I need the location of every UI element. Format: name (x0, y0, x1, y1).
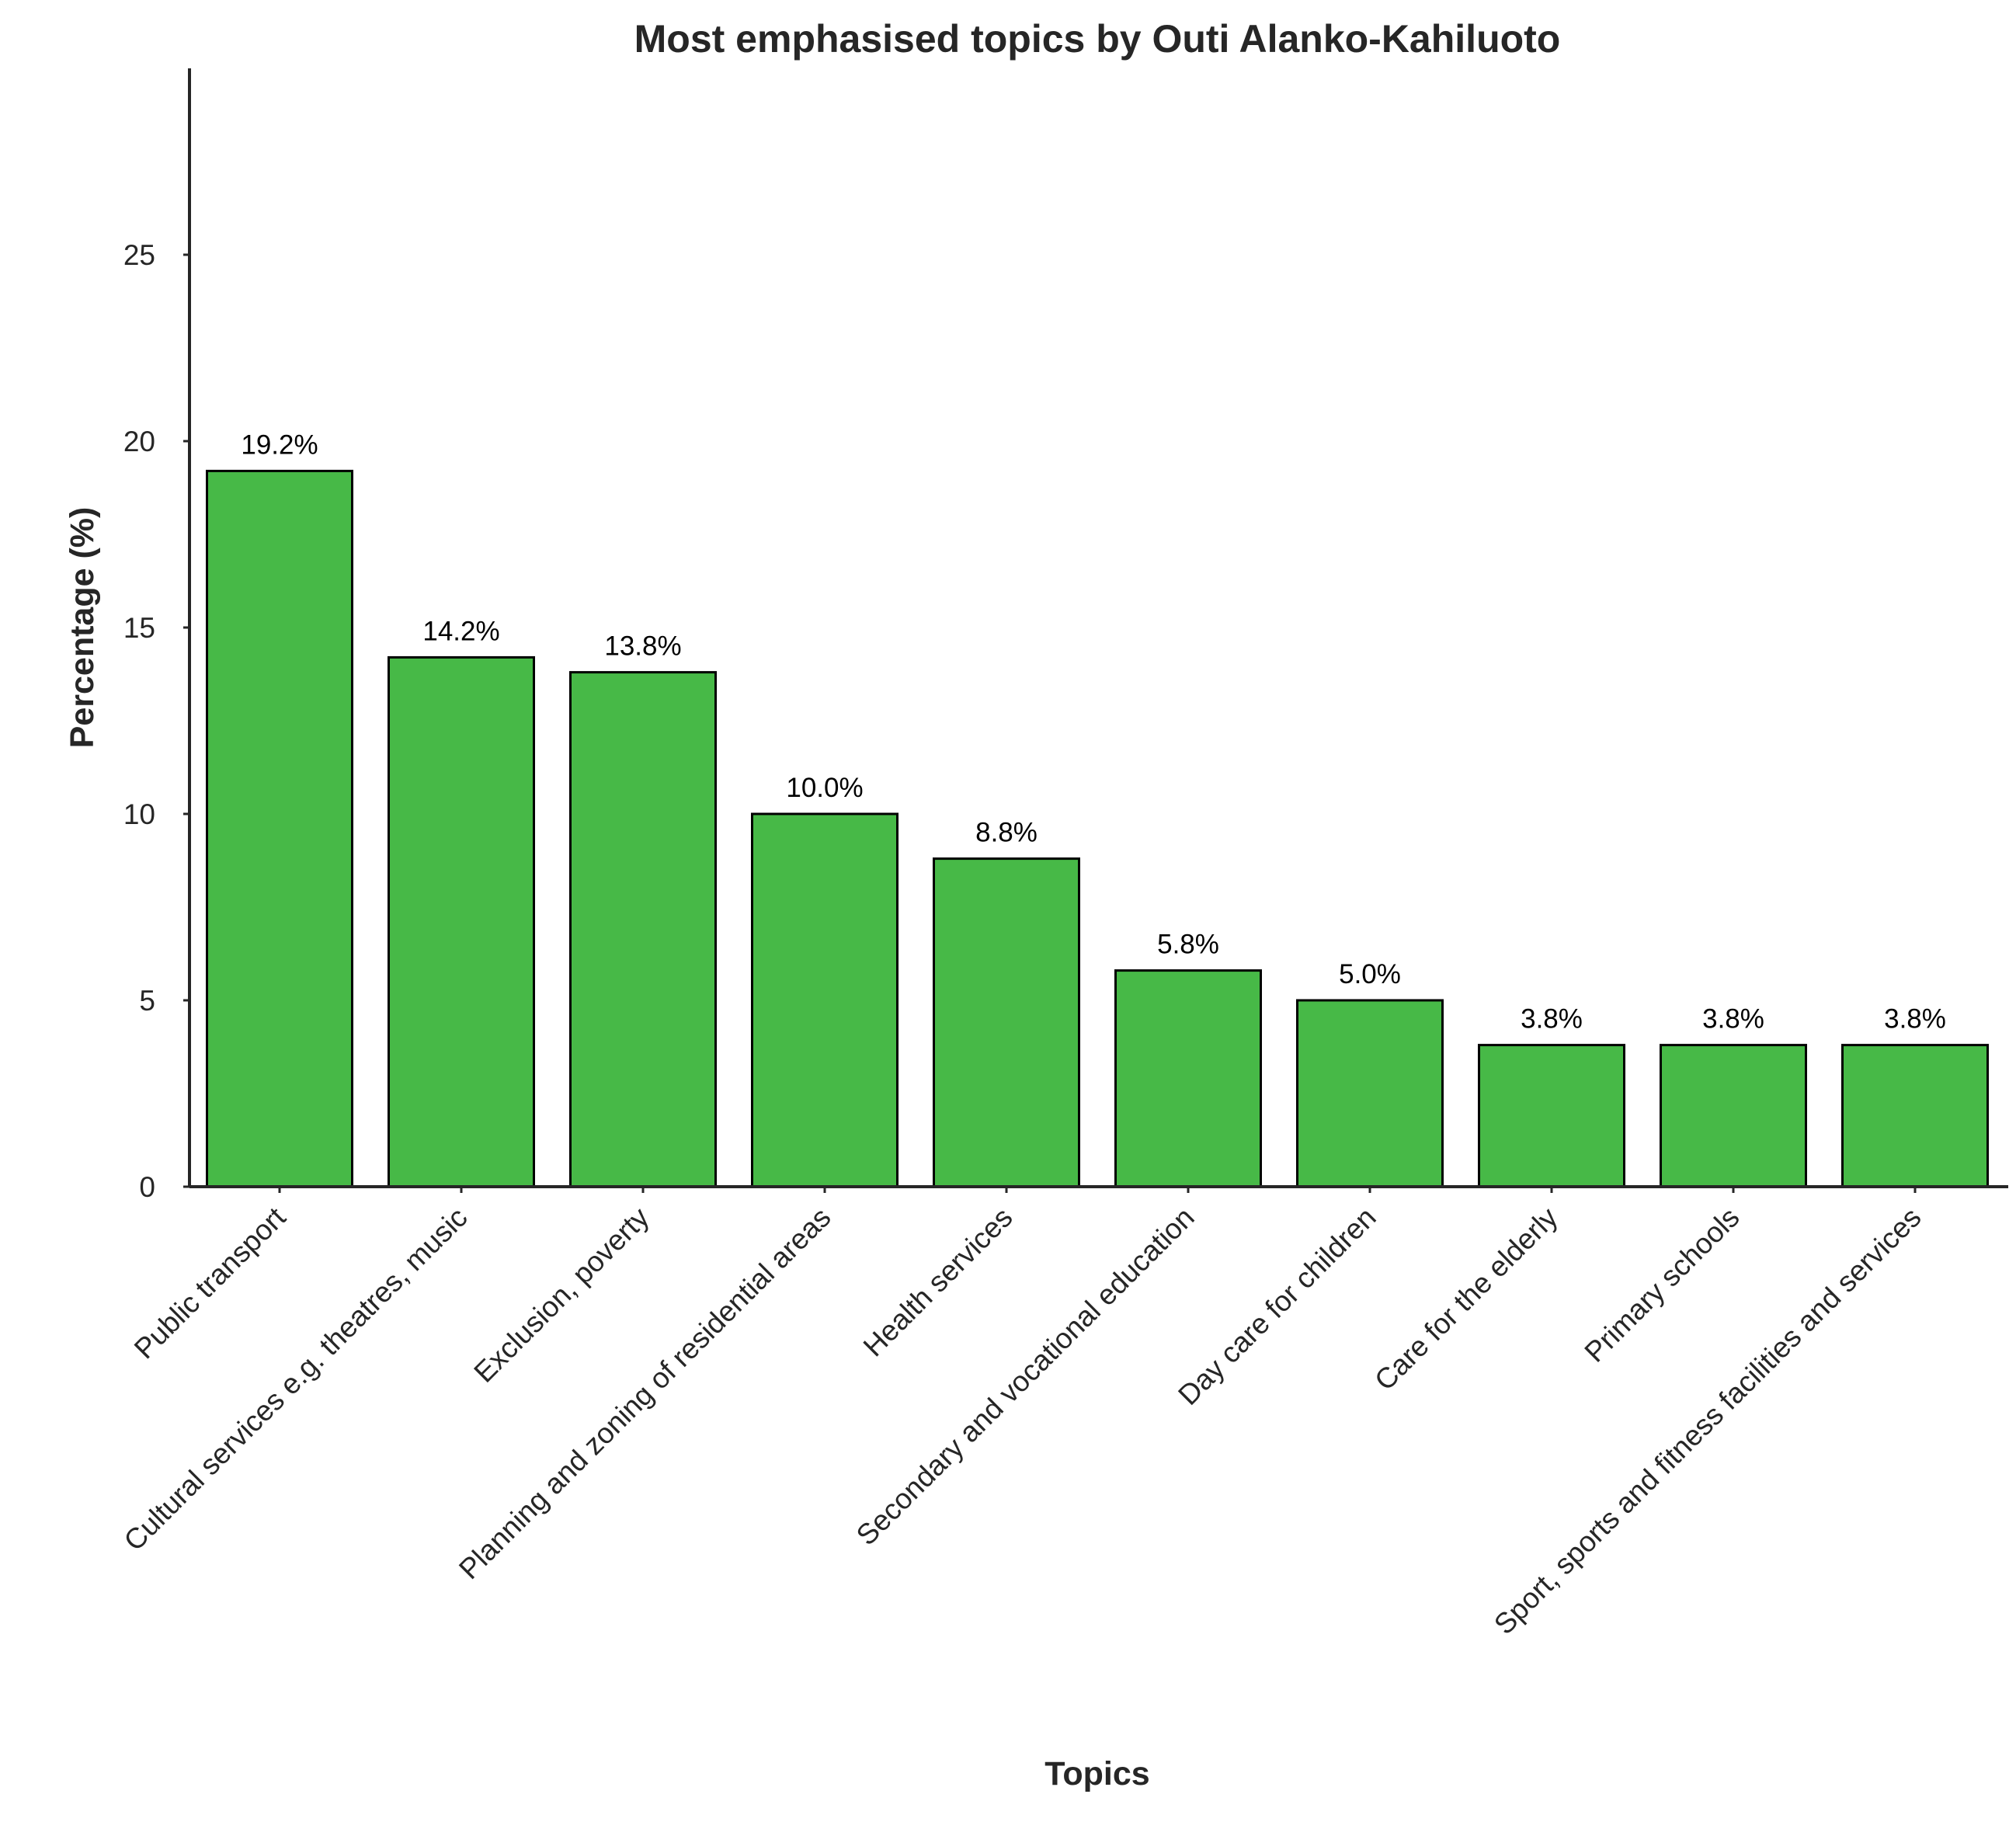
y-ticks-layer: 0 5 10 15 20 25 (123, 239, 189, 1203)
bar (751, 812, 899, 1188)
x-tick-label: Exclusion, poverty (468, 1201, 655, 1389)
x-tick-label: Health services (857, 1201, 1019, 1363)
bar (569, 671, 717, 1188)
bar (388, 655, 535, 1188)
data-label: 5.8% (1157, 930, 1219, 960)
bar (1841, 1044, 1989, 1188)
bar (1296, 999, 1444, 1188)
data-label: 3.8% (1702, 1004, 1764, 1034)
x-tick-label: Care for the elderly (1368, 1201, 1564, 1396)
y-tick-label: 20 (123, 426, 155, 457)
data-label: 8.8% (975, 818, 1038, 848)
data-labels-layer: 19.2% 14.2% 13.8% 10.0% 8.8% 5.8% 5.0% 3.8% 3.8%… (241, 429, 1946, 1034)
bars-layer (206, 469, 1989, 1188)
data-label: 5.0% (1339, 959, 1401, 989)
data-label: 19.2% (241, 429, 318, 460)
y-tick-label: 15 (123, 612, 155, 644)
bar (933, 857, 1080, 1188)
bar (1114, 969, 1262, 1188)
x-tick-label: Cultural services e.g. theatres, music (118, 1201, 474, 1557)
x-tick-label: Day care for children (1172, 1201, 1382, 1411)
bar (206, 469, 353, 1188)
y-axis-label: Percentage (%) (64, 507, 101, 749)
y-tick-label: 10 (123, 798, 155, 830)
x-axis-label: Topics (1044, 1755, 1149, 1792)
data-label: 3.8% (1521, 1004, 1583, 1034)
y-tick-label: 5 (139, 985, 155, 1017)
chart-title: Most emphasised topics by Outi Alanko-Ka… (634, 17, 1561, 61)
x-tick-label: Secondary and vocational education (850, 1201, 1201, 1552)
x-tick-label: Primary schools (1579, 1201, 1746, 1368)
data-label: 13.8% (604, 631, 681, 662)
x-tick-label: Planning and zoning of residential areas (453, 1201, 836, 1585)
y-tick-label: 0 (139, 1171, 155, 1203)
data-label: 10.0% (786, 773, 863, 803)
bar (1660, 1044, 1807, 1188)
data-label: 3.8% (1884, 1004, 1946, 1034)
y-tick-label: 25 (123, 239, 155, 271)
x-tick-label: Sport, sports and fitness facilities and… (1488, 1201, 1927, 1641)
bar (1478, 1044, 1625, 1188)
data-label: 14.2% (422, 616, 499, 646)
x-tick-label: Public transport (128, 1201, 292, 1365)
